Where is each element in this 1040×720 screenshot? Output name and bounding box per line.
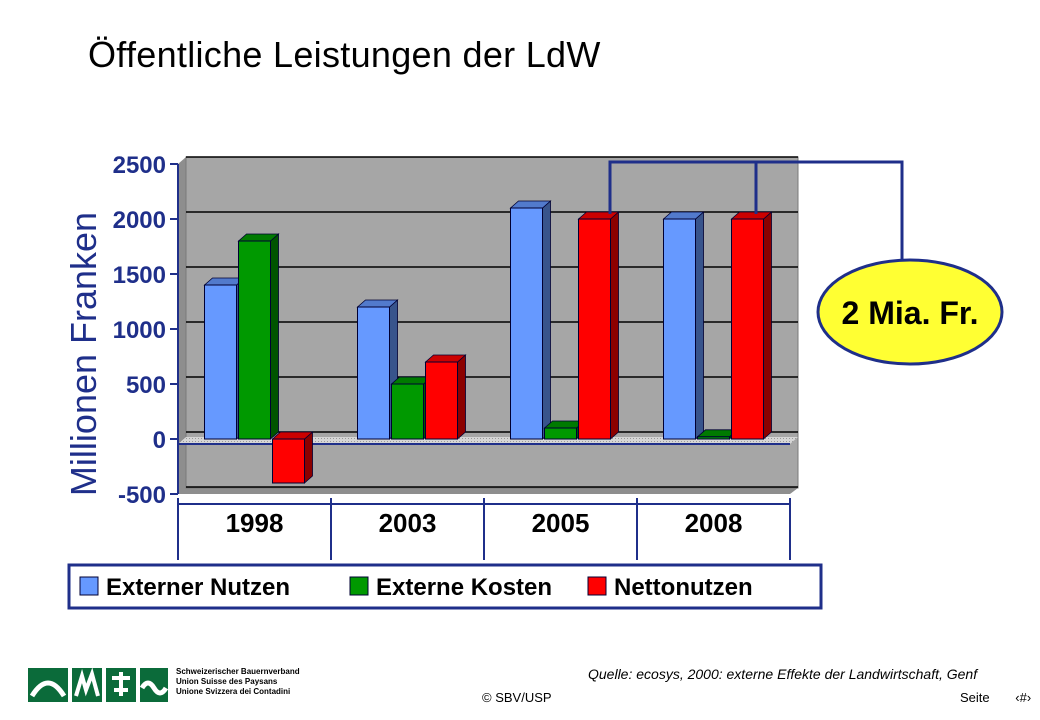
y-axis-label: Millionen Franken (63, 212, 104, 496)
org-name-de: Schweizerischer Bauernverband (176, 667, 300, 676)
y-tick-label: 1000 (113, 317, 166, 344)
bar-nettonutzen-2003 (424, 354, 467, 440)
organization-names: Schweizerischer Bauernverband Union Suis… (176, 667, 300, 697)
source-note: Quelle: ecosys, 2000: externe Effekte de… (588, 666, 978, 682)
y-tick-label: -500 (118, 482, 166, 509)
legend-label: Externe Kosten (376, 574, 552, 601)
zero-floor (178, 437, 798, 444)
y-tick-label: 1500 (113, 262, 166, 289)
category-label: 2005 (532, 508, 590, 538)
page-label: Seite (960, 690, 990, 705)
bars (203, 200, 773, 484)
page-title: Öffentliche Leistungen der LdW (88, 34, 601, 75)
bar-externer-nutzen-2003 (356, 299, 399, 440)
legend: Externer Nutzen Externe Kosten Nettonutzen (67, 563, 823, 610)
y-tick-label: 2000 (113, 207, 166, 234)
y-tick-label: 2500 (113, 152, 166, 179)
callout-text: 2 Mia. Fr. (842, 295, 979, 331)
page-number: Seite ‹#› (960, 690, 1031, 705)
legend-swatch (79, 576, 99, 596)
callout-bracket (608, 160, 904, 262)
legend-label: Externer Nutzen (106, 574, 290, 601)
y-tick-label: 500 (126, 372, 166, 399)
sbv-logo-icon (28, 666, 169, 706)
y-tick-label: 0 (153, 427, 166, 454)
category-label: 1998 (226, 508, 284, 538)
category-label: 2008 (685, 508, 743, 538)
bar-externer-nutzen-2008 (662, 211, 705, 440)
legend-label: Nettonutzen (614, 574, 753, 601)
bar-nettonutzen-2005 (577, 211, 620, 440)
bar-chart: 2500 2000 1500 1000 500 0 -500 Millionen Frank… (63, 152, 1004, 610)
legend-swatch (349, 576, 369, 596)
callout-annotation: 2 Mia. Fr. (816, 258, 1004, 366)
category-axis: 1998 2003 2005 2008 (177, 498, 791, 560)
page-number-value: ‹#› (1015, 690, 1032, 705)
bar-nettonutzen-2008 (730, 211, 773, 440)
bar-nettonutzen-1998 (271, 431, 314, 484)
org-name-fr: Union Suisse des Paysans (176, 677, 278, 686)
category-label: 2003 (379, 508, 437, 538)
copyright: © SBV/USP (482, 690, 552, 705)
legend-swatch (587, 576, 607, 596)
org-name-it: Unione Svizzera dei Contadini (176, 687, 291, 696)
bar-externe-kosten-1998 (237, 233, 280, 440)
y-tick-labels: 2500 2000 1500 1000 500 0 -500 (113, 152, 178, 509)
bar-externer-nutzen-2005 (509, 200, 552, 440)
